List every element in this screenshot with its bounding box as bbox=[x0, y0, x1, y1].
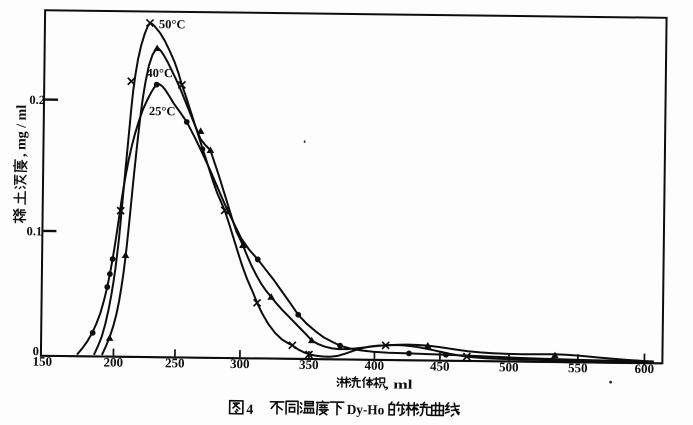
svg-text:200: 200 bbox=[103, 354, 123, 369]
svg-text:300: 300 bbox=[230, 356, 250, 371]
svg-text:500: 500 bbox=[499, 359, 519, 374]
svg-text:600: 600 bbox=[634, 361, 654, 376]
svg-text:25°C: 25°C bbox=[149, 104, 176, 118]
svg-text:450: 450 bbox=[430, 358, 450, 373]
svg-text:, ml: , ml bbox=[384, 376, 413, 391]
svg-text:550: 550 bbox=[568, 360, 588, 375]
svg-text:0: 0 bbox=[33, 344, 39, 358]
svg-text:Dy-Ho: Dy-Ho bbox=[347, 403, 385, 418]
svg-text:0.1: 0.1 bbox=[27, 224, 43, 238]
svg-text:250: 250 bbox=[165, 355, 185, 370]
svg-text:150: 150 bbox=[32, 354, 52, 369]
svg-text:50°C: 50°C bbox=[159, 17, 186, 31]
svg-text:, mg / ml: , mg / ml bbox=[14, 105, 30, 157]
svg-text:0.2: 0.2 bbox=[29, 93, 45, 107]
svg-text:400: 400 bbox=[364, 358, 384, 373]
svg-text:350: 350 bbox=[299, 357, 319, 372]
svg-text:40°C: 40°C bbox=[146, 66, 173, 80]
svg-text:4: 4 bbox=[246, 403, 253, 418]
